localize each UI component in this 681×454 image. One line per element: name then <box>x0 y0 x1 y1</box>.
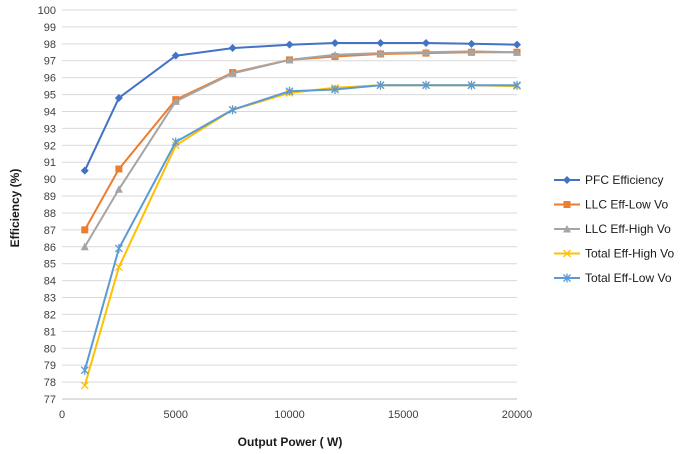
y-tick-label: 85 <box>44 259 56 271</box>
data-point <box>331 38 339 47</box>
data-point <box>114 243 123 253</box>
data-point <box>115 165 123 173</box>
data-point <box>376 38 385 47</box>
data-point <box>114 93 123 102</box>
data-point <box>80 365 89 375</box>
data-point <box>331 84 339 94</box>
y-tick-label: 96 <box>44 73 56 85</box>
series-2 <box>80 47 521 251</box>
data-point <box>422 80 430 90</box>
legend: PFC Efficiency LLC Eff-Low Vo LLC Eff-High… <box>554 173 674 285</box>
y-tick-label: 78 <box>44 377 56 389</box>
legend-label: Total Eff-Low Vo <box>585 271 672 285</box>
data-point <box>467 47 476 55</box>
data-point <box>376 80 385 90</box>
y-tick-label: 100 <box>38 5 56 17</box>
y-tick-label: 80 <box>44 343 56 355</box>
series-line <box>83 50 518 248</box>
legend-label: LLC Eff-High Vo <box>585 222 671 236</box>
legend-entry: Total Eff-High Vo <box>554 247 674 261</box>
data-point <box>228 69 237 77</box>
y-tick-label: 93 <box>44 123 56 135</box>
y-tick-label: 87 <box>44 225 56 237</box>
data-point <box>467 39 476 48</box>
data-point <box>171 51 180 60</box>
gridlines <box>62 9 517 400</box>
series-4 <box>80 80 521 375</box>
y-tick-label: 88 <box>44 208 56 220</box>
legend-marker <box>563 201 571 208</box>
x-tick-label: 15000 <box>388 409 419 421</box>
data-point <box>171 137 180 147</box>
series-line <box>83 84 517 371</box>
legend-label: PFC Efficiency <box>585 173 663 187</box>
legend-entry: Total Eff-Low Vo <box>554 271 672 285</box>
data-point <box>513 40 521 49</box>
x-axis-title: Output Power ( W) <box>238 435 343 449</box>
x-tick-label: 5000 <box>164 409 188 421</box>
series-0 <box>80 38 521 175</box>
y-tick-label: 83 <box>44 293 56 305</box>
data-point <box>285 86 294 96</box>
legend-marker <box>563 225 571 233</box>
series-line <box>83 42 518 172</box>
data-point <box>80 166 89 175</box>
legend-marker <box>563 176 571 184</box>
data-point <box>114 185 123 193</box>
y-tick-label: 77 <box>44 394 56 406</box>
data-point <box>114 263 123 272</box>
y-axis-title: Efficiency (%) <box>8 169 22 248</box>
y-tick-label: 98 <box>44 39 56 51</box>
data-point <box>376 49 385 57</box>
data-point <box>285 55 294 64</box>
y-tick-label: 79 <box>44 360 56 372</box>
data-point <box>331 50 339 59</box>
y-tick-label: 89 <box>44 191 56 203</box>
legend-entry: PFC Efficiency <box>554 173 663 187</box>
y-tick-label: 82 <box>44 309 56 321</box>
legend-label: Total Eff-High Vo <box>585 247 674 261</box>
y-tick-label: 90 <box>44 174 56 186</box>
data-point <box>422 48 430 56</box>
y-tick-label: 91 <box>44 157 56 169</box>
legend-marker <box>563 249 571 258</box>
legend-label: LLC Eff-Low Vo <box>585 198 668 212</box>
data-point <box>80 381 89 390</box>
data-point <box>513 48 521 56</box>
data-point <box>80 242 89 251</box>
series-3 <box>80 81 521 390</box>
y-tick-label: 81 <box>44 326 56 338</box>
legend-entry: LLC Eff-Low Vo <box>554 198 668 212</box>
x-tick-label: 10000 <box>274 409 305 421</box>
y-tick-label: 97 <box>44 56 56 68</box>
data-point <box>228 105 237 115</box>
y-tick-label: 92 <box>44 140 56 152</box>
legend-entry: LLC Eff-High Vo <box>554 222 671 236</box>
y-tick-label: 99 <box>44 22 56 34</box>
data-point <box>467 80 476 90</box>
data-point <box>285 40 294 49</box>
y-tick-label: 94 <box>44 106 56 118</box>
tick-labels: 77 78 79 80 81 82 83 84 85 86 87 88 89 90 91 92 93 94 95 96… <box>38 5 533 421</box>
data-point <box>81 226 89 234</box>
x-tick-label: 20000 <box>502 409 533 421</box>
data-point <box>171 97 180 105</box>
data-point <box>422 38 430 47</box>
plot-area <box>80 38 521 390</box>
y-tick-label: 95 <box>44 90 56 102</box>
data-point <box>228 44 237 53</box>
legend-marker <box>563 273 571 283</box>
data-point <box>513 80 521 90</box>
x-tick-label: 0 <box>59 409 65 421</box>
y-tick-label: 86 <box>44 242 56 254</box>
y-tick-label: 84 <box>44 276 56 288</box>
